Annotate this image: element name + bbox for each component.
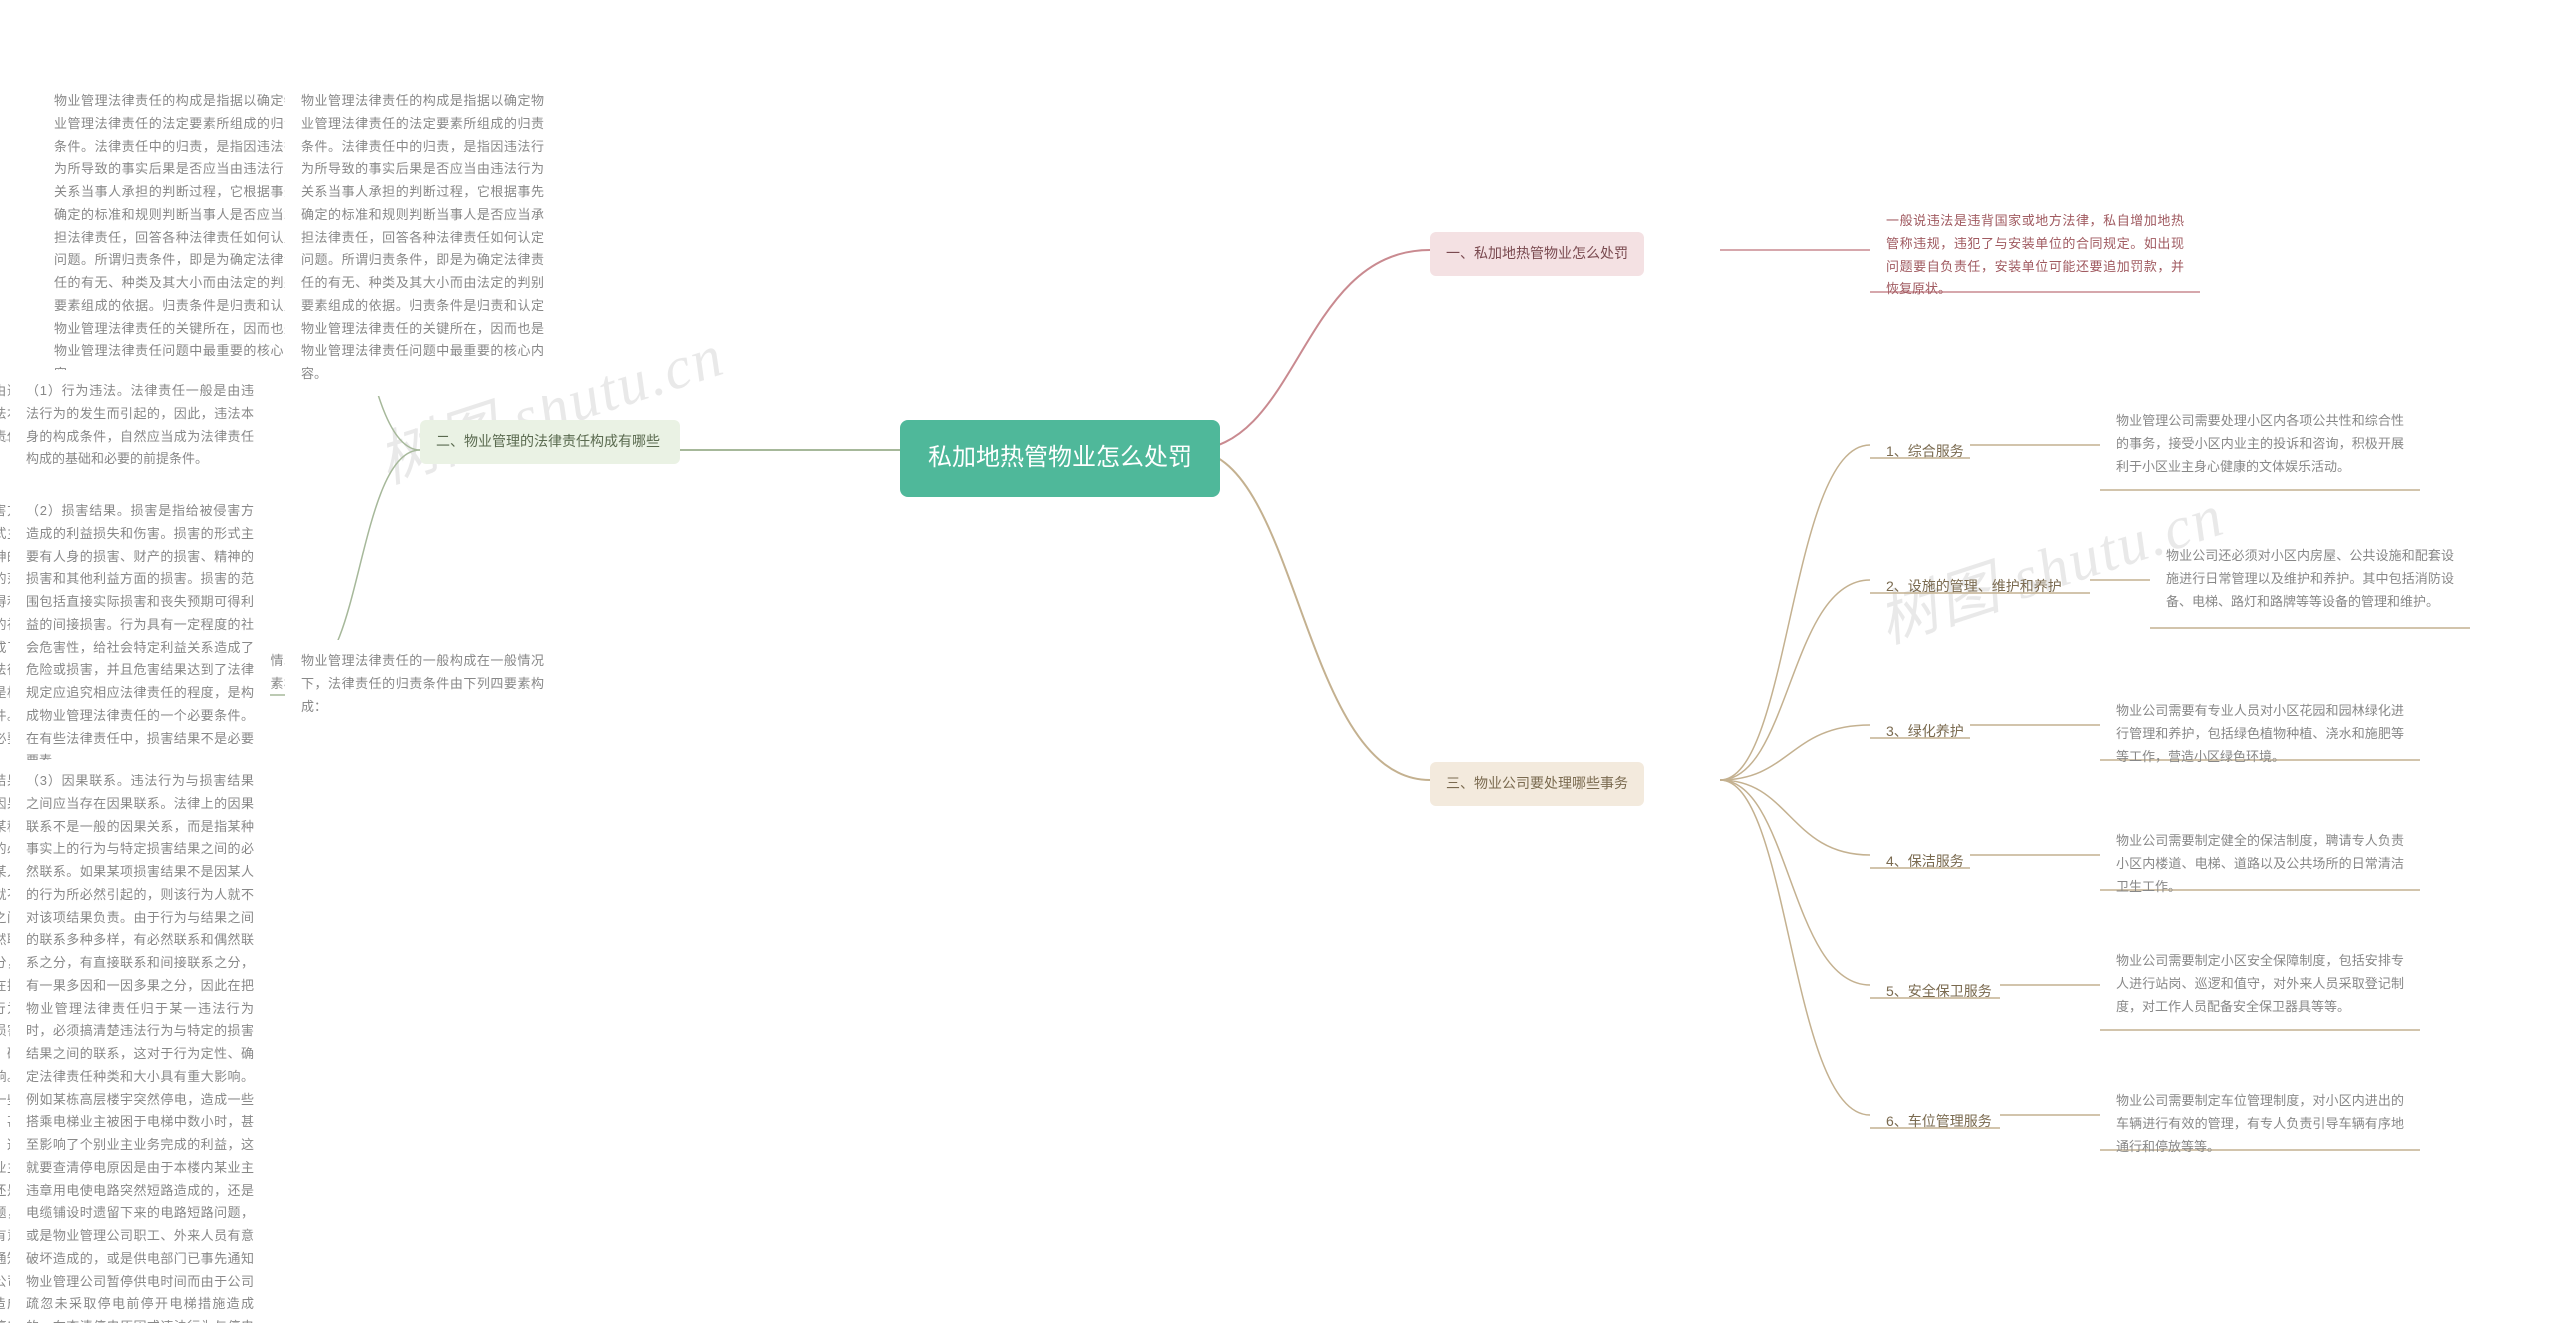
item-2-v: 物业公司还必须对小区内房屋、公共设施和配套设施进行日常管理以及维护和养护。其中包…	[2166, 548, 2454, 609]
branch-2-leaf-a-text-real: 物业管理法律责任的构成是指据以确定物业管理法律责任的法定要素所组成的归责条件。法…	[301, 93, 544, 381]
branch-2-sub1-text-real: （1）行为违法。法律责任一般是由违法行为的发生而引起的，因此，违法本身的构成条件…	[26, 383, 254, 466]
branch-3-item-4-key: 4、保洁服务	[1870, 840, 1980, 884]
item-4-k: 4、保洁服务	[1886, 853, 1964, 869]
item-1-v: 物业管理公司需要处理小区内各项公共性和综合性的事务，接受小区内业主的投诉和咨询，…	[2116, 413, 2404, 474]
item-5-k: 5、安全保卫服务	[1886, 983, 1992, 999]
branch-2-sub3-real: （3）因果联系。违法行为与损害结果之间应当存在因果联系。法律上的因果联系不是一般…	[10, 760, 270, 1323]
branch-3-item-6-val: 物业公司需要制定车位管理制度，对小区内进出的车辆进行有效的管理，有专人负责引导车…	[2100, 1080, 2420, 1168]
branch-3-item-1-key: 1、综合服务	[1870, 430, 1980, 474]
branch-1-leaf-text: 一般说违法是违背国家或地方法律，私自增加地热管称违规，违犯了与安装单位的合同规定…	[1886, 213, 2184, 296]
branch-1-leaf: 一般说违法是违背国家或地方法律，私自增加地热管称违规，违犯了与安装单位的合同规定…	[1870, 200, 2200, 311]
branch-3-item-6-key: 6、车位管理服务	[1870, 1100, 2008, 1144]
branch-2-leaf-b-real: 物业管理法律责任的一般构成在一般情况下，法律责任的归责条件由下列四要素构成：	[285, 640, 560, 728]
item-6-v: 物业公司需要制定车位管理制度，对小区内进出的车辆进行有效的管理，有专人负责引导车…	[2116, 1093, 2404, 1154]
branch-2-leaf-a: 物业管理法律责任的构成是指据以确定物业管理法律责任的法定要素所组成的归责条件。法…	[38, 80, 313, 396]
branch-3-item-2-key: 2、设施的管理、维护和养护	[1870, 565, 2078, 609]
branch-2-label: 二、物业管理的法律责任构成有哪些	[436, 433, 660, 449]
branch-2-leaf-a-real: 物业管理法律责任的构成是指据以确定物业管理法律责任的法定要素所组成的归责条件。法…	[285, 80, 560, 396]
root-label: 私加地热管物业怎么处罚	[928, 444, 1192, 471]
branch-3-item-5-val: 物业公司需要制定小区安全保障制度，包括安排专人进行站岗、巡逻和值守，对外来人员采…	[2100, 940, 2420, 1028]
branch-3-item-5-key: 5、安全保卫服务	[1870, 970, 2008, 1014]
branch-2-sub1-real: （1）行为违法。法律责任一般是由违法行为的发生而引起的，因此，违法本身的构成条件…	[10, 370, 270, 481]
branch-2-leaf-b-text-real: 物业管理法律责任的一般构成在一般情况下，法律责任的归责条件由下列四要素构成：	[301, 653, 544, 714]
branch-3: 三、物业公司要处理哪些事务	[1430, 762, 1644, 806]
branch-3-item-2-val: 物业公司还必须对小区内房屋、公共设施和配套设施进行日常管理以及维护和养护。其中包…	[2150, 535, 2470, 623]
item-1-k: 1、综合服务	[1886, 443, 1964, 459]
item-4-v: 物业公司需要制定健全的保洁制度，聘请专人负责小区内楼道、电梯、道路以及公共场所的…	[2116, 833, 2404, 894]
root-node: 私加地热管物业怎么处罚	[900, 420, 1220, 497]
branch-3-item-3-key: 3、绿化养护	[1870, 710, 1980, 754]
branch-2-sub2-text-real: （2）损害结果。损害是指给被侵害方造成的利益损失和伤害。损害的形式主要有人身的损…	[26, 503, 254, 768]
branch-2-sub3-text-real: （3）因果联系。违法行为与损害结果之间应当存在因果联系。法律上的因果联系不是一般…	[26, 773, 254, 1323]
item-2-k: 2、设施的管理、维护和养护	[1886, 578, 2062, 594]
item-5-v: 物业公司需要制定小区安全保障制度，包括安排专人进行站岗、巡逻和值守，对外来人员采…	[2116, 953, 2404, 1014]
item-6-k: 6、车位管理服务	[1886, 1113, 1992, 1129]
branch-3-label: 三、物业公司要处理哪些事务	[1446, 775, 1628, 791]
branch-2-sub2-real: （2）损害结果。损害是指给被侵害方造成的利益损失和伤害。损害的形式主要有人身的损…	[10, 490, 270, 783]
branch-2-leaf-a-text: 物业管理法律责任的构成是指据以确定物业管理法律责任的法定要素所组成的归责条件。法…	[54, 93, 297, 381]
branch-1-label: 一、私加地热管物业怎么处罚	[1446, 245, 1628, 261]
item-3-v: 物业公司需要有专业人员对小区花园和园林绿化进行管理和养护，包括绿色植物种植、浇水…	[2116, 703, 2404, 764]
branch-2: 二、物业管理的法律责任构成有哪些	[420, 420, 680, 464]
item-3-k: 3、绿化养护	[1886, 723, 1964, 739]
branch-3-item-1-val: 物业管理公司需要处理小区内各项公共性和综合性的事务，接受小区内业主的投诉和咨询，…	[2100, 400, 2420, 488]
branch-3-item-3-val: 物业公司需要有专业人员对小区花园和园林绿化进行管理和养护，包括绿色植物种植、浇水…	[2100, 690, 2420, 778]
branch-3-item-4-val: 物业公司需要制定健全的保洁制度，聘请专人负责小区内楼道、电梯、道路以及公共场所的…	[2100, 820, 2420, 908]
branch-1: 一、私加地热管物业怎么处罚	[1430, 232, 1644, 276]
